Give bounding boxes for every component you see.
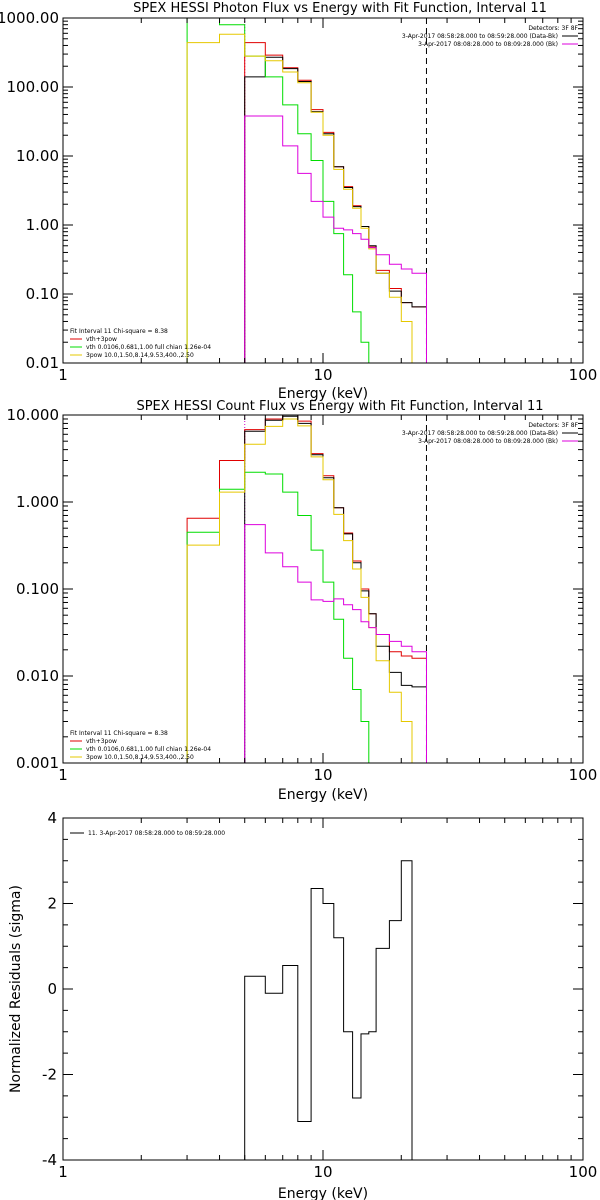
count-flux-ticks: 1 10 100 0.001 0.010 0.100 1.000 10.000	[7, 406, 598, 784]
count-flux-x-tick-label: 100	[569, 766, 598, 784]
count-flux-bk-interval: 3-Apr-2017 08:08:28.000 to 08:09:28.000 …	[418, 438, 558, 445]
count-flux-y-tick-label: 0.010	[16, 667, 59, 685]
count-flux-series-vth-3pow	[186, 414, 427, 763]
residuals-series	[244, 860, 413, 1160]
count-flux-detectors: Detectors: 3F 8F	[528, 422, 578, 429]
count-flux-legend-vth: vth 0.0106,0.681,1.00 full chian 1.26e-0…	[86, 746, 211, 753]
residuals-ticks: 1 10 100 -4 -2 0 2 4	[42, 809, 597, 1181]
count-flux-title: SPEX HESSI Count Flux vs Energy with Fit…	[136, 399, 543, 414]
count-flux-series-3pow	[186, 418, 427, 764]
photon-flux-series-background	[244, 115, 427, 363]
residuals-plot-frame	[62, 817, 584, 1161]
count-flux-legend-3pow: 3pow 10.0,1.50,8.14,9.53,400.,2.50	[86, 754, 194, 761]
photon-flux-legend-fit: Fit Interval 11 Chi-square = 8.38	[70, 328, 168, 335]
photon-flux-series	[186, 17, 427, 364]
photon-flux-title: SPEX HESSI Photon Flux vs Energy with Fi…	[133, 1, 547, 16]
count-flux-y-tick-label: 1.000	[16, 493, 59, 511]
photon-flux-detectors: Detectors: 3F 8F	[528, 25, 578, 32]
photon-flux-ticks: 1 10 100 0.01 0.10 1.00 10.00 100.00 1000.00	[0, 9, 597, 384]
residuals-y-tick-label: 0	[47, 980, 57, 998]
count-flux-series-vth	[186, 471, 377, 764]
count-flux-legend-fit: Fit Interval 11 Chi-square = 8.38	[70, 730, 168, 737]
count-flux-y-tick-label: 0.001	[16, 754, 59, 772]
count-flux-legend: Fit Interval 11 Chi-square = 8.38 vth+3p…	[70, 730, 211, 761]
photon-flux-x-tick-label: 1	[58, 366, 68, 384]
count-flux-info: Detectors: 3F 8F 3-Apr-2017 08:58:28.000…	[402, 422, 579, 445]
photon-flux-y-tick-label: 1000.00	[0, 9, 59, 27]
count-flux-series-background	[244, 524, 427, 763]
count-flux-x-axis-title: Energy (keV)	[278, 787, 368, 803]
photon-flux-legend-vth: vth 0.0106,0.681,1.00 full chian 1.26e-0…	[86, 344, 211, 351]
photon-flux-y-tick-label: 0.01	[26, 354, 59, 372]
photon-flux-x-tick-label: 10	[313, 366, 332, 384]
photon-flux-info: Detectors: 3F 8F 3-Apr-2017 08:58:28.000…	[402, 25, 579, 48]
count-flux-y-tick-label: 0.100	[16, 580, 59, 598]
count-flux-y-tick-label: 10.000	[7, 406, 60, 424]
residuals-y-tick-label: -4	[42, 1151, 57, 1169]
photon-flux-y-tick-label: 1.00	[26, 216, 59, 234]
count-flux-legend-vth3pow: vth+3pow	[86, 738, 117, 745]
residuals-chart: 1 10 100 -4 -2 0 2 4 Energy (keV) Normalized Re…	[8, 809, 597, 1200]
photon-flux-y-tick-label: 100.00	[7, 78, 60, 96]
photon-flux-legend: Fit Interval 11 Chi-square = 8.38 vth+3p…	[70, 328, 211, 359]
residuals-legend: 11. 3-Apr-2017 08:58:28.000 to 08:59:28.…	[70, 830, 225, 837]
count-flux-chart: SPEX HESSI Count Flux vs Energy with Fit…	[7, 399, 598, 803]
residuals-y-tick-label: -2	[42, 1066, 57, 1084]
photon-flux-y-tick-label: 0.10	[26, 285, 59, 303]
residuals-y-tick-label: 4	[47, 809, 57, 827]
residuals-x-tick-label: 100	[569, 1163, 598, 1181]
photon-flux-x-axis-title: Energy (keV)	[278, 386, 368, 402]
photon-flux-chart: SPEX HESSI Photon Flux vs Energy with Fi…	[0, 1, 597, 402]
photon-flux-series-3pow	[186, 33, 427, 364]
photon-flux-legend-3pow: 3pow 10.0,1.50,8.14,9.53,400.,2.50	[86, 352, 194, 359]
residuals-y-axis-title: Normalized Residuals (sigma)	[8, 885, 24, 1093]
residuals-series-total	[244, 860, 413, 1160]
count-flux-x-tick-label: 1	[58, 766, 68, 784]
photon-flux-legend-vth3pow: vth+3pow	[86, 336, 117, 343]
count-flux-x-tick-label: 10	[313, 766, 332, 784]
photon-flux-x-tick-label: 100	[569, 366, 598, 384]
residuals-y-tick-label: 2	[47, 895, 57, 913]
residuals-x-tick-label: 1	[58, 1163, 68, 1181]
count-flux-series-total	[244, 415, 427, 763]
residuals-x-tick-label: 10	[313, 1163, 332, 1181]
photon-flux-series-vth-3pow	[244, 42, 427, 363]
photon-flux-bk-interval: 3-Apr-2017 08:08:28.000 to 08:09:28.000 …	[418, 41, 558, 48]
count-flux-series	[186, 414, 427, 764]
photon-flux-y-tick-label: 10.00	[16, 147, 59, 165]
photon-flux-series-vth	[186, 17, 377, 364]
photon-flux-series-total	[244, 56, 427, 363]
residuals-x-axis-title: Energy (keV)	[278, 1186, 368, 1200]
photon-flux-data-interval: 3-Apr-2017 08:58:28.000 to 08:59:28.000 …	[402, 33, 558, 40]
residuals-legend-label: 11. 3-Apr-2017 08:58:28.000 to 08:59:28.…	[88, 830, 225, 837]
count-flux-data-interval: 3-Apr-2017 08:58:28.000 to 08:59:28.000 …	[402, 430, 558, 437]
